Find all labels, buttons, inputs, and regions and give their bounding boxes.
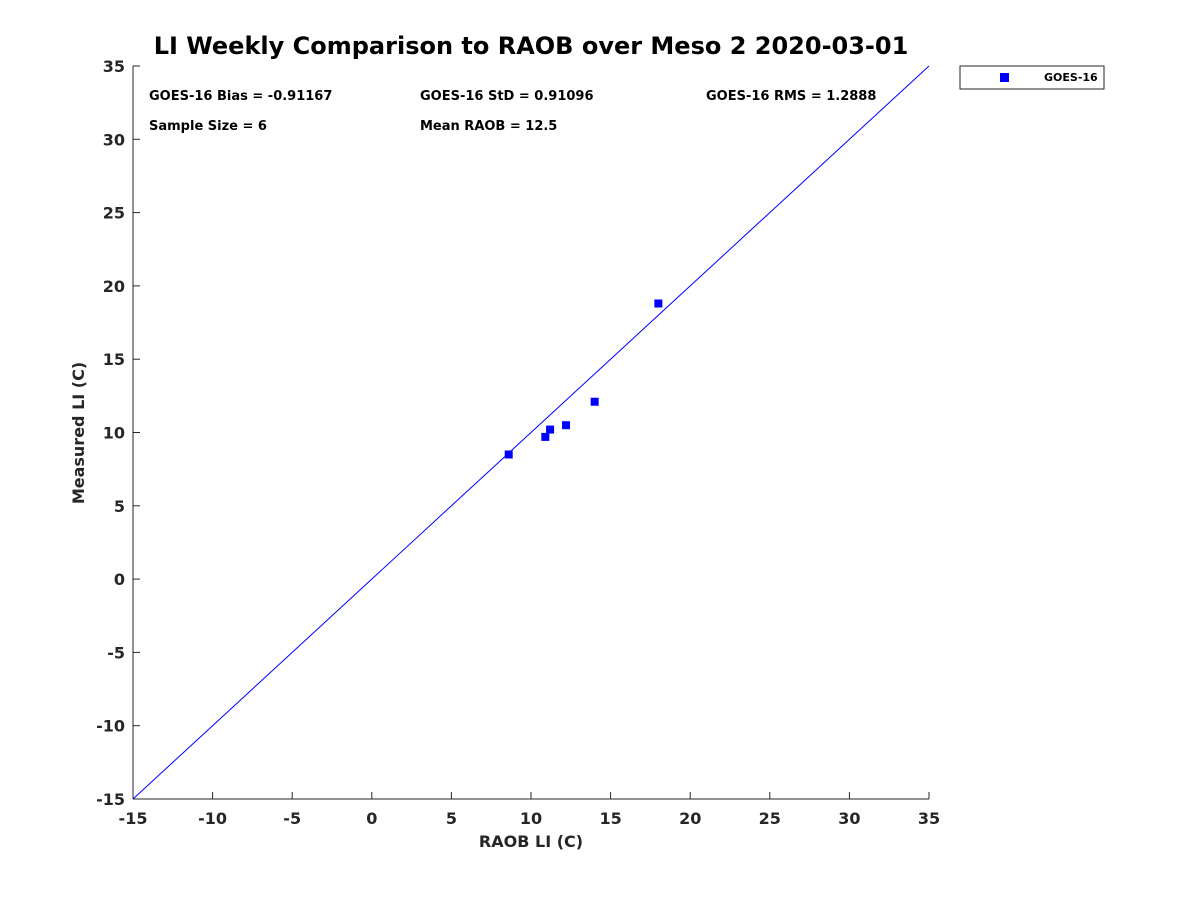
data-point [541,432,550,441]
x-tick-label: 30 [838,809,860,828]
data-point [546,425,555,434]
x-tick-label: 35 [918,809,940,828]
x-tick-label: 0 [366,809,377,828]
y-tick-label: 35 [103,57,125,76]
x-tick-label: 10 [520,809,542,828]
legend-marker-goes16 [1000,73,1009,82]
y-tick-label: 15 [103,350,125,369]
y-tick-label: -10 [96,717,125,736]
sample-size-stat: Sample Size = 6 [149,119,267,134]
x-tick-label: 20 [679,809,701,828]
y-tick-label: 25 [103,204,125,223]
data-point [562,421,571,430]
y-tick-label: 20 [103,277,125,296]
legend-box [959,65,1105,90]
y-tick-label: 30 [103,130,125,149]
std-stat: GOES-16 StD = 0.91096 [420,89,594,104]
data-point [504,450,513,459]
y-tick-label: 5 [114,497,125,516]
mean-raob-stat: Mean RAOB = 12.5 [420,119,557,134]
x-tick-label: -15 [119,809,148,828]
bias-stat: GOES-16 Bias = -0.91167 [149,89,332,104]
chart-title: LI Weekly Comparison to RAOB over Meso 2… [154,32,909,60]
goes16-series [504,299,663,459]
x-axis-ticks: -15 -10 -5 0 5 10 15 20 25 30 35 [119,792,940,828]
legend: GOES-16 [959,65,1105,90]
x-tick-label: -10 [198,809,227,828]
one-to-one-line [132,65,930,800]
y-tick-label: -15 [96,790,125,809]
x-tick-label: 5 [446,809,457,828]
y-axis-label: Measured LI (C) [69,362,88,504]
data-point [654,299,663,308]
data-point [590,397,599,406]
x-tick-label: 25 [759,809,781,828]
x-tick-label: -5 [283,809,301,828]
y-axis-ticks: -15 -10 -5 0 5 10 15 20 25 30 35 [96,57,140,809]
legend-label-goes16: GOES-16 [1044,71,1098,84]
y-tick-label: 10 [103,424,125,443]
y-tick-label: 0 [114,570,125,589]
x-tick-label: 15 [599,809,621,828]
y-tick-label: -5 [107,643,125,662]
rms-stat: GOES-16 RMS = 1.2888 [706,89,876,104]
x-axis-label: RAOB LI (C) [479,832,583,851]
